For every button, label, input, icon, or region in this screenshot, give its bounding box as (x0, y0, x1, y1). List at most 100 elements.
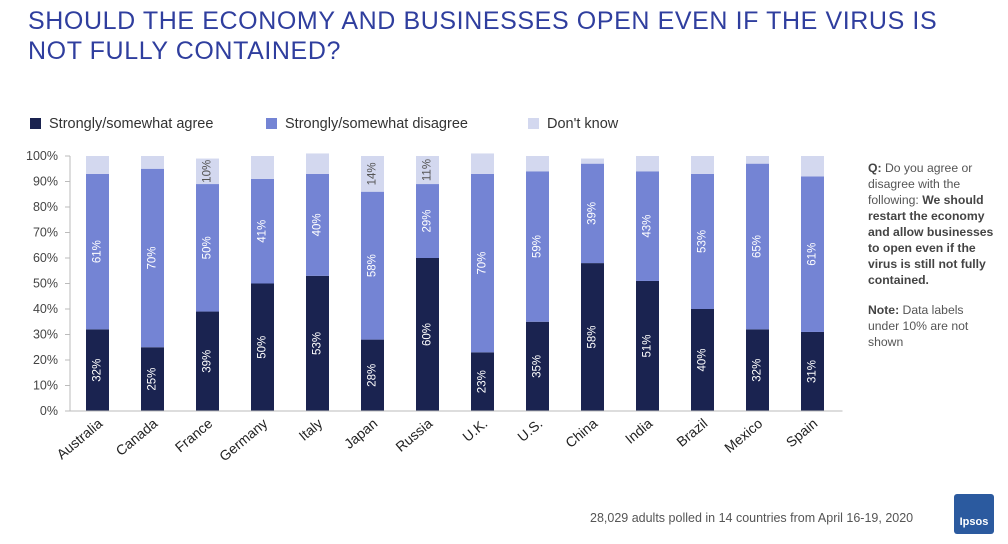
bar-segment (636, 171, 659, 281)
data-label: 61% (807, 243, 819, 266)
bar-segment (746, 329, 769, 411)
y-tick-label: 30% (33, 328, 58, 342)
data-label: 51% (642, 334, 654, 357)
x-tick-label: China (562, 415, 600, 451)
bar-segment (141, 156, 164, 169)
bar-segment (581, 263, 604, 411)
chart-title: SHOULD THE ECONOMY AND BUSINESSES OPEN E… (28, 7, 938, 65)
bar-segment (86, 173, 109, 330)
data-label: 31% (807, 360, 819, 383)
bar-segment (141, 168, 164, 348)
bar-segment (801, 176, 824, 332)
data-label: 58% (367, 254, 379, 277)
bar-segment (416, 184, 439, 258)
bar-segment (636, 156, 659, 172)
ipsos-logo: Ipsos (954, 494, 994, 534)
data-label: 40% (697, 348, 709, 371)
x-tick-label: Italy (295, 415, 325, 444)
bar-segment (251, 156, 274, 179)
x-tick-label: India (622, 415, 656, 447)
data-label: 60% (422, 323, 434, 346)
bar-segment (526, 171, 549, 322)
bar-segment (581, 158, 604, 164)
footnote: 28,029 adults polled in 14 countries fro… (590, 511, 914, 525)
bar-segment (801, 331, 824, 411)
x-tick-label: Canada (113, 415, 161, 459)
data-label: 14% (367, 162, 379, 185)
data-label: 11% (422, 159, 434, 181)
data-label: 23% (477, 370, 489, 393)
question-statement: We should restart the economy and allow … (868, 193, 994, 287)
logo-text: Ipsos (959, 516, 989, 528)
bar-segment (746, 156, 769, 164)
legend-swatch-agree (30, 118, 41, 129)
bar-segment (526, 321, 549, 411)
bar-segment (86, 329, 109, 411)
x-tick-label: Australia (53, 415, 105, 462)
bar-segment (636, 280, 659, 411)
bar-segment (471, 352, 494, 411)
bar-segment (581, 163, 604, 264)
data-label: 65% (752, 235, 764, 258)
data-label: 41% (257, 220, 269, 243)
note-label: Note: (868, 303, 900, 317)
bar-segment (306, 153, 329, 174)
x-tick-label: Japan (341, 415, 381, 452)
data-label: 25% (147, 368, 159, 391)
y-tick-label: 50% (33, 277, 58, 291)
bar-segment (416, 258, 439, 411)
legend-swatch-disagree (266, 118, 277, 129)
data-label: 10% (202, 160, 214, 183)
data-label: 70% (147, 246, 159, 269)
bar-segment (471, 153, 494, 174)
bar-segment (526, 156, 549, 172)
y-tick-label: 70% (33, 226, 58, 240)
data-label: 32% (92, 359, 104, 382)
bar-segment (691, 156, 714, 174)
legend-item-disagree: Strongly/somewhat disagree (266, 115, 468, 133)
bar-segment (86, 156, 109, 174)
question-text: Do you agree or disagree with the follow… (868, 161, 973, 207)
bar-segment (471, 173, 494, 353)
bar-segment (251, 283, 274, 411)
legend-label-agree: Strongly/somewhat agree (49, 116, 214, 132)
bar-segment (361, 191, 384, 340)
y-tick-label: 10% (33, 379, 58, 393)
data-label: 58% (587, 326, 599, 349)
data-label: 39% (587, 202, 599, 225)
bar-segment (691, 173, 714, 309)
bar-segment (196, 184, 219, 312)
bar-segment (746, 163, 769, 330)
data-label: 40% (312, 213, 324, 236)
data-label: 43% (642, 215, 654, 238)
data-label: 29% (422, 210, 434, 233)
legend-label-dont-know: Don't know (547, 116, 619, 132)
bar-segment (196, 158, 219, 185)
y-axis: 0% 10% 20% 30% 40% 50% 60% 70% 80% 90% 100% (26, 149, 71, 418)
y-tick-label: 80% (33, 200, 58, 214)
data-label: 59% (532, 235, 544, 258)
y-tick-label: 20% (33, 353, 58, 367)
bar-segment (361, 339, 384, 411)
bar-segment (196, 311, 219, 411)
bar-segment (801, 156, 824, 177)
y-tick-label: 0% (40, 404, 58, 418)
bar-segment (691, 309, 714, 411)
data-label: 61% (92, 240, 104, 263)
data-label: 32% (752, 359, 764, 382)
bars: 32% 61% 25% 70% 39% 50% 10% 50% 41% 53% 40% 28% 58% 1… (86, 153, 824, 411)
data-label: 50% (257, 336, 269, 359)
legend-item-dont-know: Don't know (528, 115, 618, 133)
question-label: Q: (868, 161, 882, 175)
data-label: 39% (202, 350, 214, 373)
stacked-bar-chart: 0% 10% 20% 30% 40% 50% 60% 70% 80% 90% 100% 32% 61%… (26, 149, 843, 464)
data-label: 53% (697, 230, 709, 253)
bar-segment (361, 156, 384, 192)
question-note: Q: Do you agree or disagree with the fol… (868, 160, 996, 364)
data-label: 53% (312, 332, 324, 355)
x-tick-label: U.S. (514, 415, 545, 445)
bar-segment (141, 347, 164, 411)
x-tick-label: Brazil (673, 415, 710, 450)
x-tick-label: Mexico (721, 415, 765, 456)
data-label: 50% (202, 236, 214, 259)
